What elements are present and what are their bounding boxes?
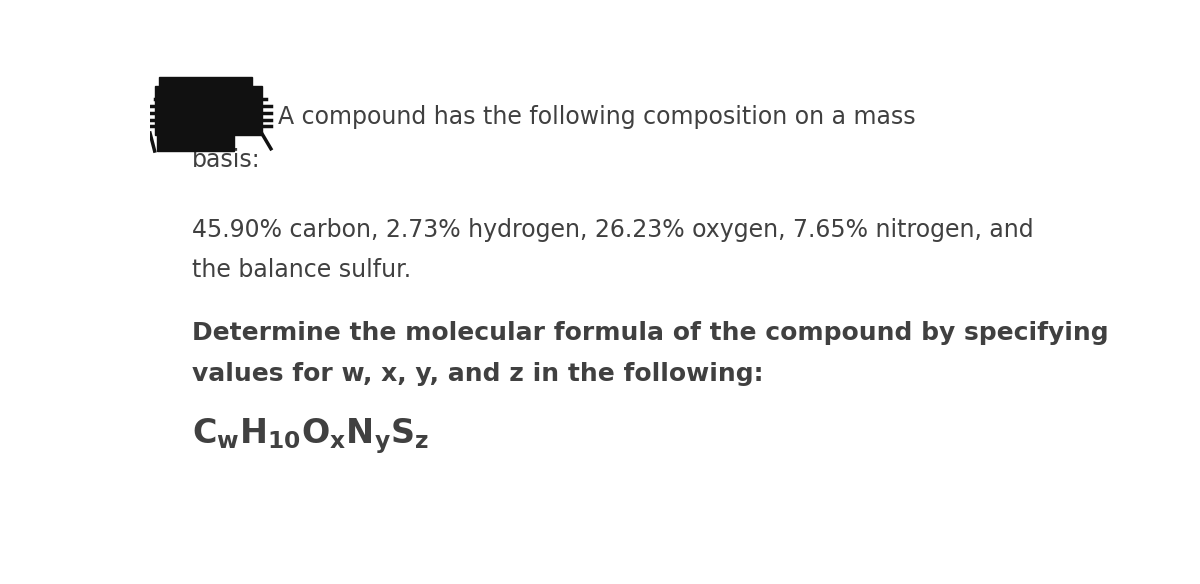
Text: Determine the molecular formula of the compound by specifying: Determine the molecular formula of the c… <box>192 321 1109 345</box>
Text: 45.90% carbon, 2.73% hydrogen, 26.23% oxygen, 7.65% nitrogen, and: 45.90% carbon, 2.73% hydrogen, 26.23% ox… <box>192 218 1033 242</box>
Text: $\mathbf{C_wH_{10}O_xN_yS_z}$: $\mathbf{C_wH_{10}O_xN_yS_z}$ <box>192 416 428 457</box>
Text: the balance sulfur.: the balance sulfur. <box>192 258 410 282</box>
Text: A compound has the following composition on a mass: A compound has the following composition… <box>278 105 916 129</box>
Text: basis:: basis: <box>192 148 260 172</box>
Polygon shape <box>160 77 252 93</box>
Text: values for w, x, y, and z in the following:: values for w, x, y, and z in the followi… <box>192 361 763 385</box>
Polygon shape <box>155 86 262 135</box>
Polygon shape <box>157 133 234 151</box>
